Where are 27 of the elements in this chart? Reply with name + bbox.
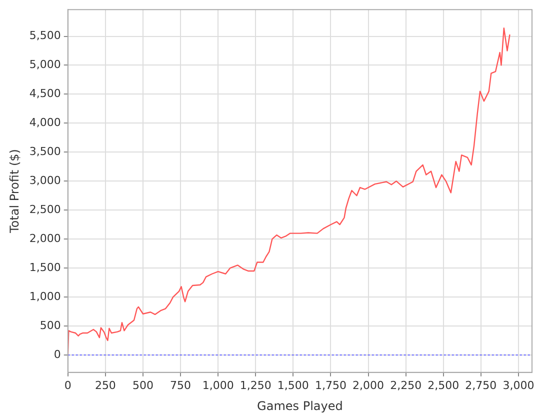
y-tick-label: 2,500: [29, 202, 61, 216]
x-tick-label: 3,000: [502, 378, 534, 392]
x-tick-label: 1,750: [314, 378, 346, 392]
x-tick-label: 2,000: [352, 378, 384, 392]
y-axis-title: Total Profit ($): [7, 149, 22, 234]
x-tick-label: 500: [132, 378, 154, 392]
x-tick-label: 1,500: [277, 378, 309, 392]
y-tick-label: 0: [54, 348, 61, 361]
y-tick-label: 1,500: [29, 260, 61, 274]
x-tick-label: 750: [170, 378, 192, 392]
x-tick-label: 1,250: [240, 378, 272, 392]
y-tick-label: 4,500: [29, 87, 61, 100]
y-tick-label: 5,500: [29, 29, 61, 42]
x-tick-label: 1,000: [202, 378, 234, 392]
y-tick-label: 3,000: [29, 174, 61, 188]
x-tick-label: 2,250: [390, 378, 422, 392]
x-tick-label: 2,750: [465, 378, 497, 392]
y-tick-label: 5,000: [29, 58, 61, 72]
x-axis-title: Games Played: [257, 398, 343, 413]
y-tick-label: 4,000: [29, 116, 61, 130]
x-tick-label: 0: [64, 378, 72, 392]
y-tick-label: 3,500: [29, 145, 61, 158]
y-tick-label: 2,000: [29, 232, 61, 245]
y-tick-label: 500: [40, 318, 61, 332]
x-tick-label: 250: [94, 378, 116, 392]
x-tick-label: 2,500: [428, 378, 460, 392]
y-tick-label: 1,000: [29, 290, 61, 303]
